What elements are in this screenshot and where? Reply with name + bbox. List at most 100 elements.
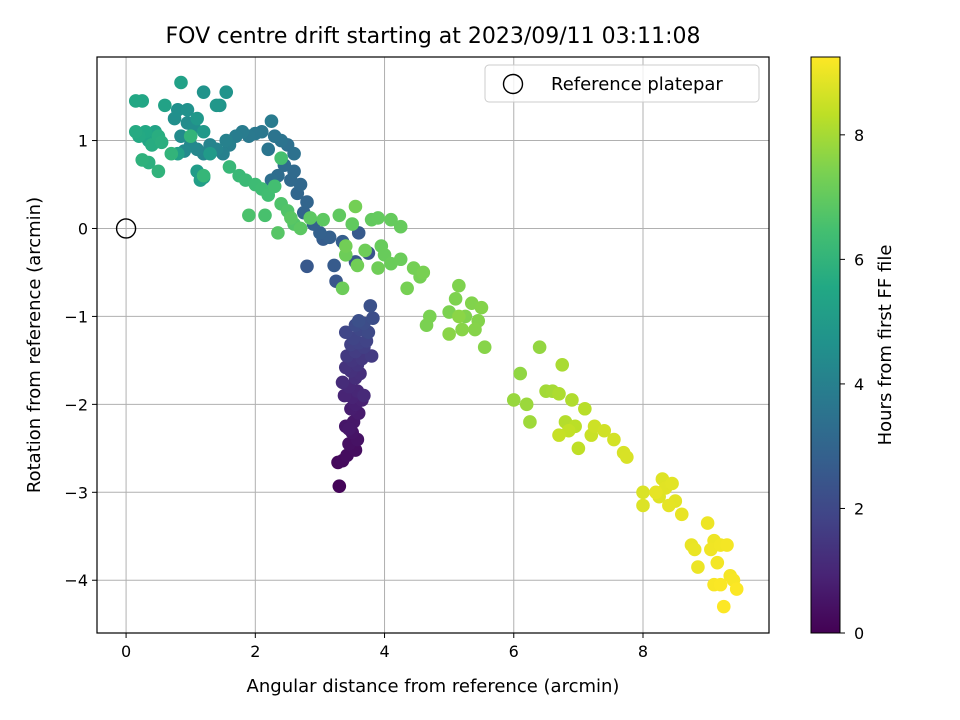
data-point	[351, 314, 366, 328]
y-tick-label: 1	[78, 132, 88, 151]
y-axis-ticks: 1 0 −1 −2 −3 −4	[64, 132, 97, 590]
data-point	[183, 129, 198, 143]
legend-label: Reference platepar	[551, 74, 723, 95]
data-point	[158, 98, 172, 113]
data-point	[267, 129, 282, 143]
data-point	[597, 423, 612, 438]
data-point	[371, 261, 385, 275]
data-point	[662, 498, 676, 513]
data-point	[565, 393, 579, 407]
colorbar-tick-label: 4	[854, 375, 864, 394]
data-point	[287, 146, 301, 161]
data-point	[364, 349, 379, 363]
data-point	[258, 208, 272, 223]
data-point	[371, 211, 385, 225]
legend-box	[484, 64, 760, 103]
x-axis-ticks: 0 2 4 6 8	[121, 633, 648, 661]
data-point	[274, 151, 288, 165]
data-point	[448, 292, 463, 306]
data-point	[607, 432, 621, 447]
y-axis-label: Rotation from reference (arcmin)	[24, 197, 45, 493]
data-point	[555, 357, 570, 372]
data-point	[363, 299, 378, 313]
data-point	[513, 366, 528, 381]
colorbar	[810, 56, 841, 634]
y-tick-label: −1	[64, 307, 88, 326]
data-point	[242, 208, 256, 223]
legend: Reference platepar	[484, 64, 760, 103]
x-tick-label: 2	[250, 642, 260, 661]
data-point	[154, 135, 169, 150]
plot-frame	[96, 56, 770, 634]
data-point	[710, 555, 725, 570]
data-point	[519, 397, 534, 412]
data-point	[327, 258, 341, 273]
data-point	[649, 485, 663, 500]
data-point	[300, 195, 314, 209]
data-point	[571, 441, 586, 456]
y-tick-label: −4	[64, 571, 88, 590]
data-point	[348, 199, 363, 214]
data-point	[151, 164, 166, 179]
data-point	[170, 102, 185, 117]
x-tick-label: 6	[509, 642, 519, 661]
data-point	[716, 599, 731, 614]
data-point	[455, 322, 469, 337]
data-point	[578, 401, 592, 416]
data-point	[416, 265, 431, 280]
y-tick-label: −2	[64, 395, 88, 414]
x-tick-label: 8	[638, 642, 648, 661]
data-point	[477, 340, 492, 354]
data-point	[552, 428, 566, 442]
data-point	[267, 179, 282, 194]
colorbar-tick-label: 2	[854, 499, 864, 518]
colorbar-label: Hours from first FF file	[875, 245, 896, 446]
legend-marker-open-circle	[502, 73, 524, 95]
data-point	[636, 498, 650, 513]
data-point	[174, 129, 188, 143]
colorbar-ticks: 0 2 4 6 8	[840, 126, 864, 643]
data-point	[357, 388, 371, 403]
data-point	[261, 142, 276, 157]
scatter-points	[128, 75, 744, 614]
data-point	[287, 164, 301, 179]
colorbar-tick-label: 8	[854, 126, 864, 145]
data-point	[350, 258, 365, 273]
data-point	[196, 85, 211, 99]
colorbar-tick-label: 6	[854, 250, 864, 269]
data-point	[335, 281, 350, 296]
data-point	[128, 124, 143, 139]
data-point	[284, 211, 298, 225]
data-point	[338, 325, 353, 340]
data-point	[691, 560, 705, 574]
data-point	[729, 582, 744, 596]
data-point	[209, 98, 224, 113]
x-axis-label: Angular distance from reference (arcmin)	[247, 676, 620, 697]
data-point	[203, 146, 217, 161]
data-point	[674, 507, 689, 522]
data-point	[264, 114, 279, 128]
data-point	[135, 153, 150, 167]
chart-title: FOV centre drift starting at 2023/09/11 …	[166, 24, 701, 49]
data-point	[332, 208, 347, 223]
data-point	[196, 168, 211, 183]
data-point	[474, 300, 489, 315]
data-point	[687, 542, 702, 557]
data-point	[713, 577, 728, 592]
data-point	[128, 94, 143, 108]
data-point	[271, 226, 285, 240]
y-tick-label: 0	[78, 219, 88, 238]
data-point	[523, 415, 537, 429]
data-point	[316, 212, 330, 227]
data-point	[366, 311, 380, 325]
data-point	[532, 340, 547, 354]
data-point	[700, 516, 715, 530]
data-point	[452, 278, 466, 293]
data-point	[332, 479, 347, 493]
data-point	[293, 221, 308, 236]
data-point	[400, 281, 414, 296]
data-point	[303, 211, 318, 225]
data-point	[442, 327, 456, 341]
data-point	[393, 219, 408, 234]
